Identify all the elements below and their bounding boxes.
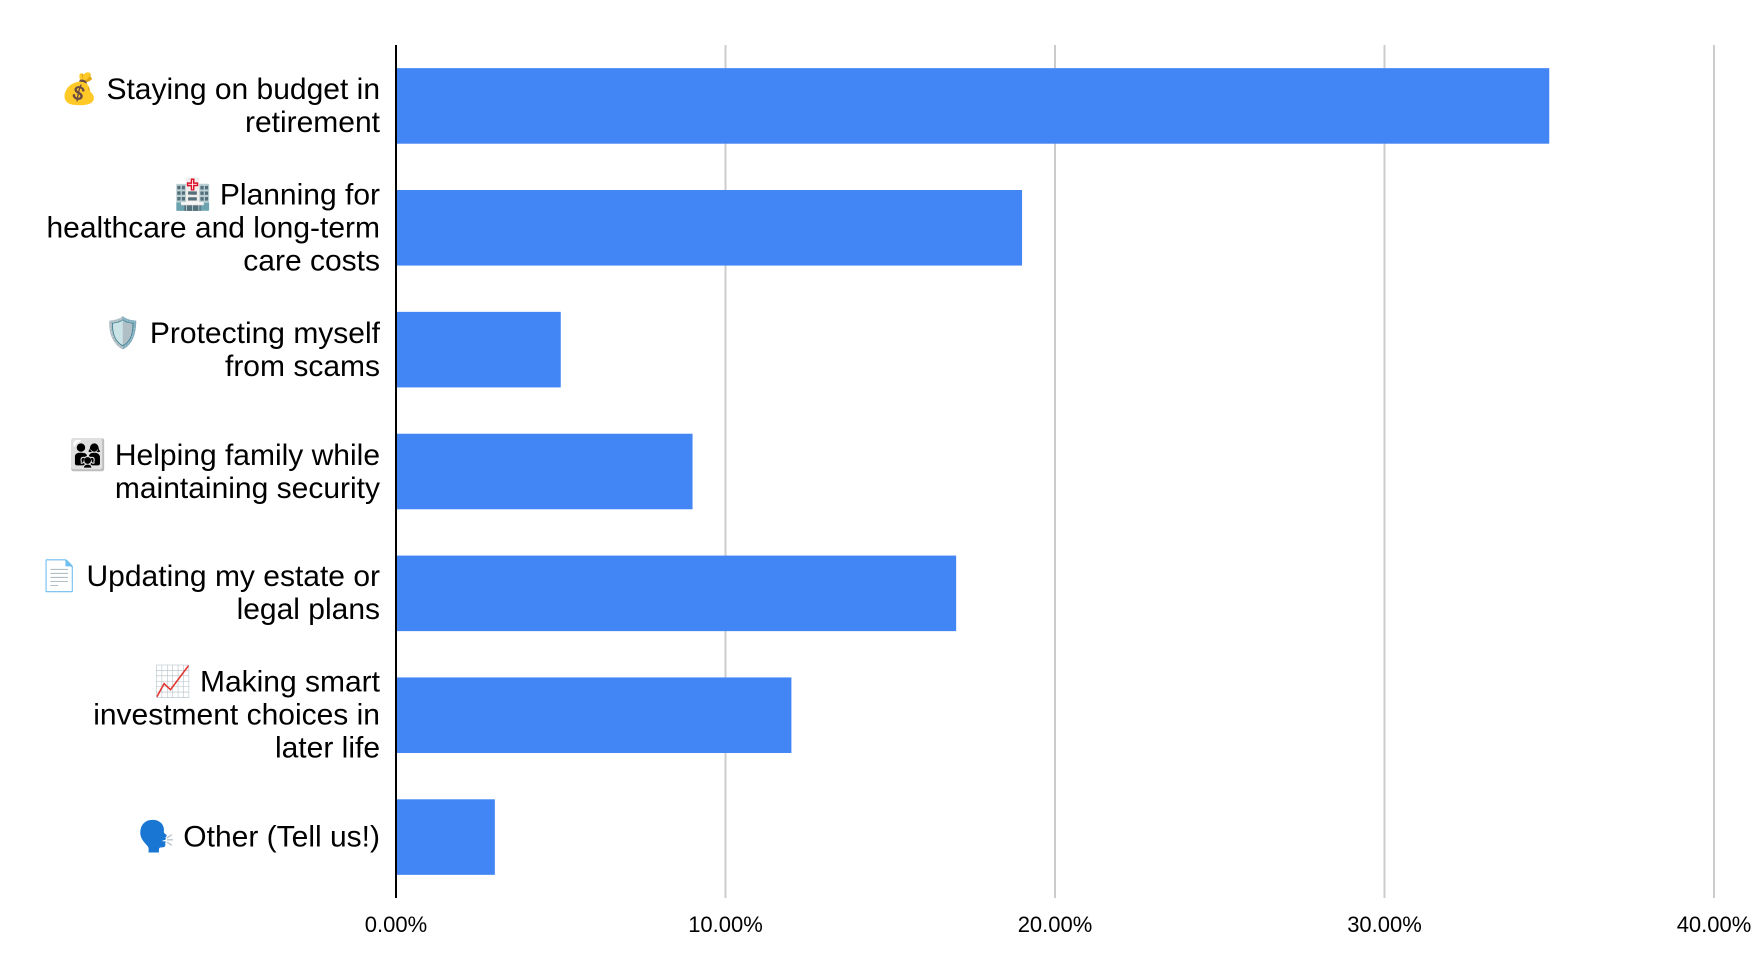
y-tick-label: 💰 Staying on budget in retirement [60,72,380,139]
x-tick-label: 0.00% [364,912,428,937]
x-tick-label: 10.00% [688,912,763,937]
y-tick-label: 📄 Updating my estate or legal plans [40,560,380,627]
y-tick-label: 🏥 Planning for healthcare and long-term … [46,178,380,278]
bar [396,555,957,632]
bar [396,68,1550,144]
y-tick-label: 🗣️ Other (Tell us!) [137,820,380,854]
y-tick-label: 📈 Making smart investment choices in lat… [93,665,380,765]
y-tick-label: 🛡️ Protecting myself from scams [104,316,380,383]
bar [396,311,561,388]
bar [396,190,1023,266]
bar [396,677,792,753]
bar [396,433,693,510]
x-tick-label: 40.00% [1676,912,1752,937]
bar [396,799,495,875]
x-tick-label: 30.00% [1347,912,1422,937]
y-tick-label: 👨‍👩‍👧 Helping family while maintaining s… [69,438,380,505]
x-tick-label: 20.00% [1017,912,1093,937]
